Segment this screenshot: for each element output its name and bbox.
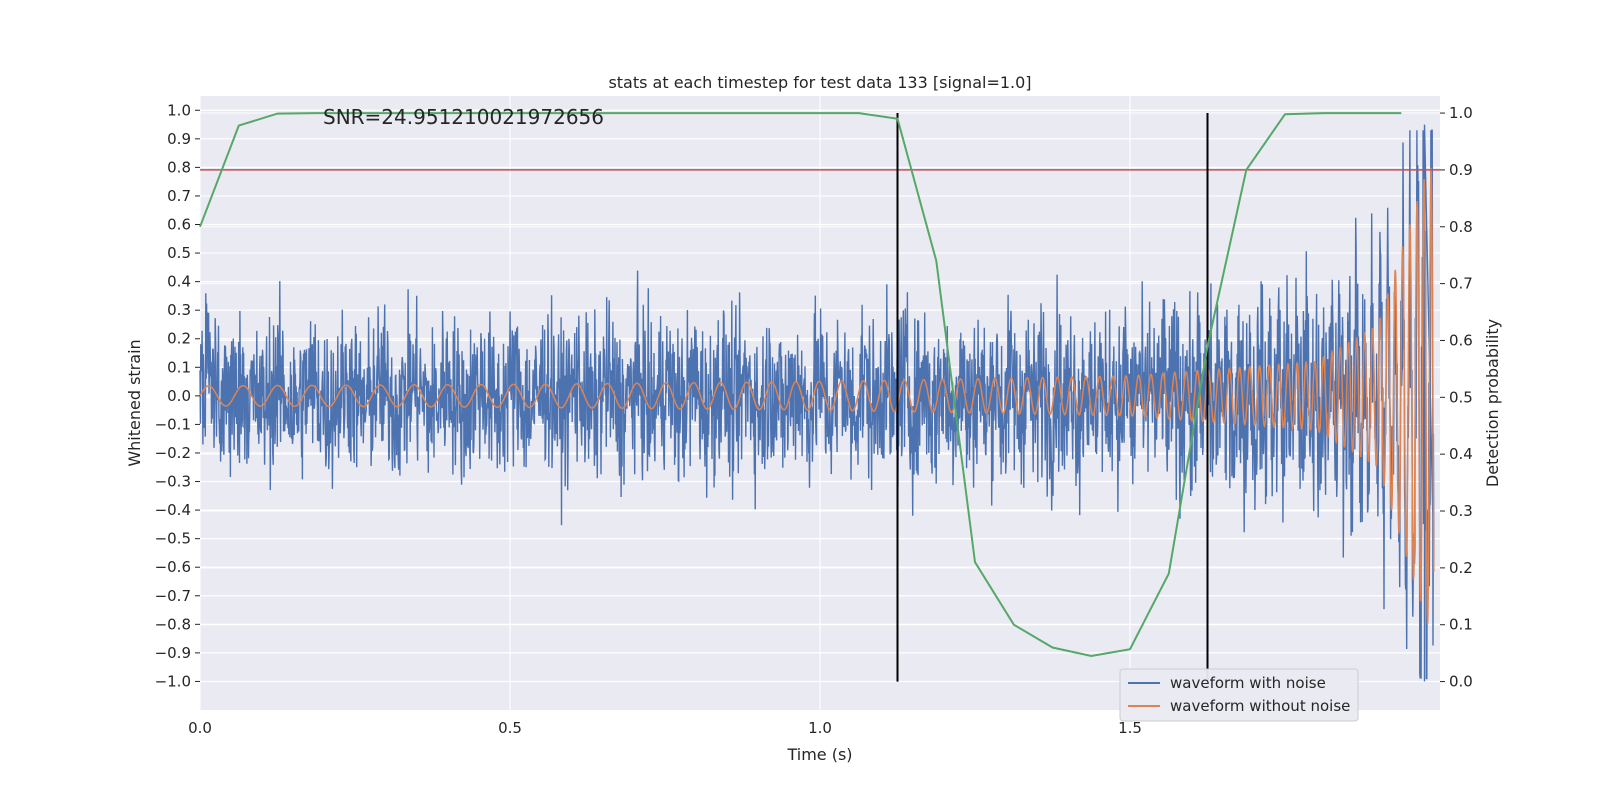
- y-axis-ticks: −1.0 −0.9 −0.8 −0.7 −0.6 −0.5 −0.4 −0.3 −0.2 −0.1…: [155, 101, 200, 690]
- y2-tick-label: 0.9: [1449, 161, 1473, 179]
- y-tick-label: 0.8: [167, 158, 191, 176]
- y-tick-label: −0.6: [155, 558, 191, 576]
- y2-tick-label: 0.1: [1449, 616, 1473, 634]
- y-tick-label: 0.1: [167, 358, 191, 376]
- x-tick-label: 0.5: [498, 719, 522, 737]
- y2-tick-label: 0.2: [1449, 559, 1473, 577]
- y-tick-label: 1.0: [167, 101, 191, 119]
- clean-waveform-series: [199, 167, 1435, 625]
- clean-waveform-line: [199, 167, 1435, 625]
- y2-tick-label: 0.8: [1449, 218, 1473, 236]
- y-tick-label: −0.9: [155, 644, 191, 662]
- y-tick-label: −0.8: [155, 615, 191, 633]
- legend: waveform with noise waveform without noi…: [1119, 668, 1359, 722]
- y-tick-label: 0.7: [167, 187, 191, 205]
- x-tick-label: 0.0: [188, 719, 212, 737]
- y2-tick-label: 0.6: [1449, 331, 1473, 349]
- y-tick-label: −0.4: [155, 501, 191, 519]
- x-axis-ticks: 0.0 0.5 1.0 1.5: [188, 719, 1142, 737]
- y2-axis-label: Detection probability: [1483, 319, 1502, 487]
- y2-tick-label: 0.4: [1449, 445, 1473, 463]
- probability-line: [199, 112, 1402, 658]
- y-tick-label: 0.5: [167, 244, 191, 262]
- y-tick-label: −0.5: [155, 530, 191, 548]
- y2-axis-ticks: 0.0 0.1 0.2 0.3 0.4 0.5 0.6 0.7 0.8 0.9 1.0: [1440, 104, 1473, 691]
- detection-probability-series: [199, 112, 1402, 658]
- y-axis-label: Whitened strain: [125, 339, 144, 466]
- legend-box: [1119, 668, 1359, 722]
- x-tick-label: 1.5: [1118, 719, 1142, 737]
- y-tick-label: −0.7: [155, 587, 191, 605]
- y-tick-label: 0.3: [167, 301, 191, 319]
- y-tick-label: 0.9: [167, 130, 191, 148]
- y2-tick-label: 1.0: [1449, 104, 1473, 122]
- x-axis-label: Time (s): [786, 745, 852, 764]
- y-tick-label: 0.2: [167, 330, 191, 348]
- y-tick-label: −1.0: [155, 672, 191, 690]
- y2-tick-label: 0.3: [1449, 502, 1473, 520]
- y2-tick-label: 0.7: [1449, 275, 1473, 293]
- y-tick-label: 0.4: [167, 273, 191, 291]
- vertical-markers: [896, 113, 1209, 682]
- y-tick-label: −0.3: [155, 473, 191, 491]
- y2-tick-label: 0.5: [1449, 388, 1473, 406]
- legend-label-noisy: waveform with noise: [1170, 674, 1326, 692]
- chart-title: stats at each timestep for test data 133…: [608, 73, 1031, 92]
- y-tick-label: −0.2: [155, 444, 191, 462]
- y-tick-label: 0.0: [167, 387, 191, 405]
- y-tick-label: −0.1: [155, 415, 191, 433]
- x-tick-label: 1.0: [808, 719, 832, 737]
- legend-label-clean: waveform without noise: [1170, 697, 1350, 715]
- y2-tick-label: 0.0: [1449, 673, 1473, 691]
- snr-annotation: SNR=24.951210021972656: [323, 105, 604, 129]
- y-tick-label: 0.6: [167, 216, 191, 234]
